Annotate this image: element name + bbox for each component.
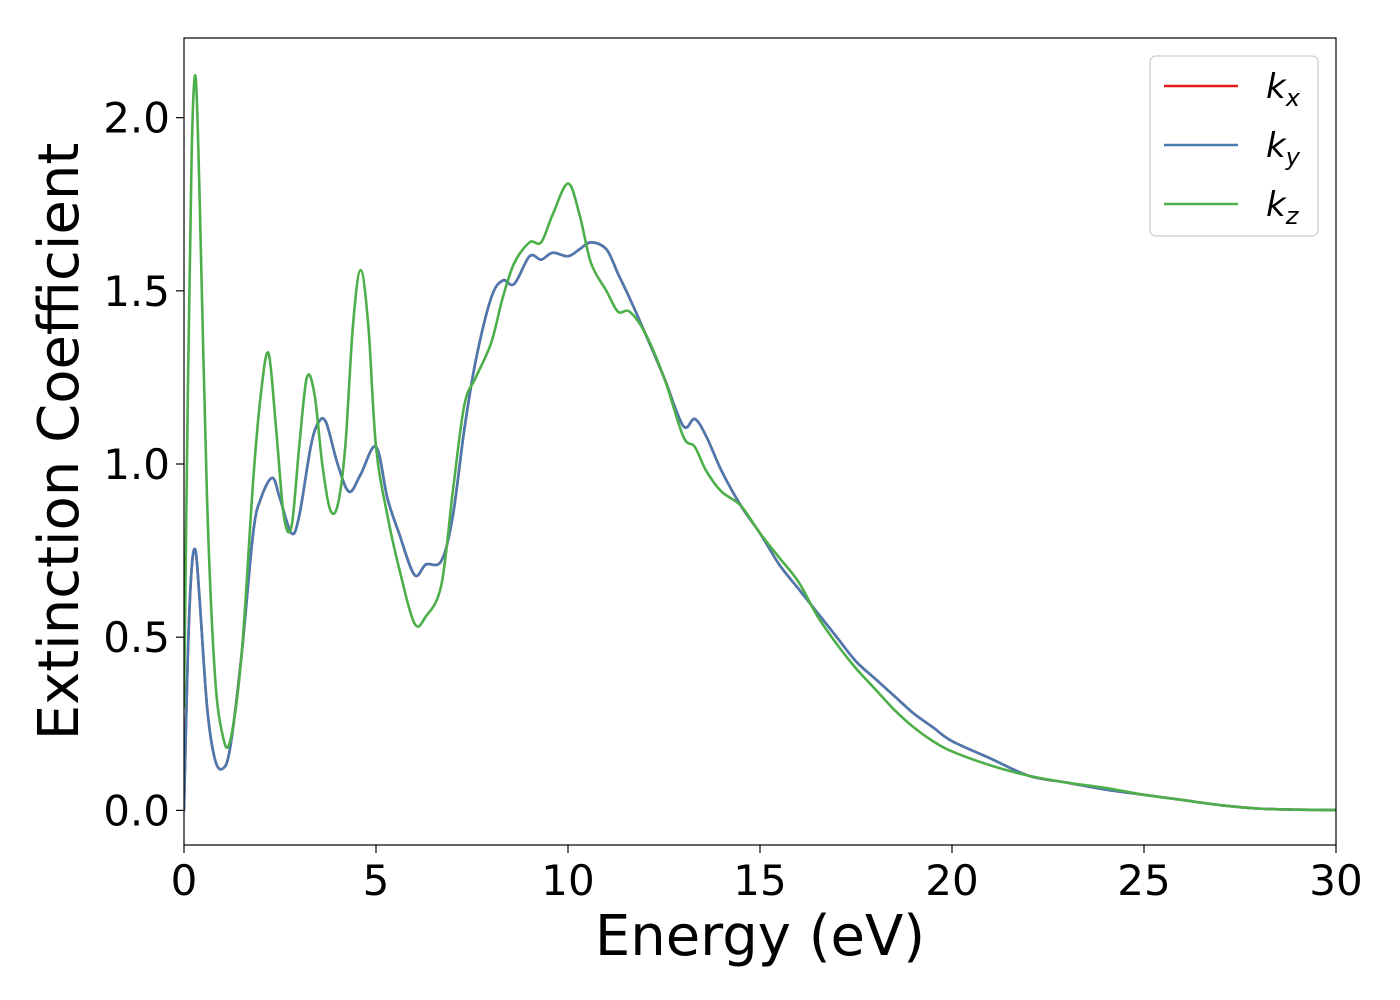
y-tick-label: 2.0 (103, 94, 170, 143)
series-layer (184, 74, 1336, 812)
x-axis-title: Energy (eV) (595, 904, 925, 969)
legend-label-y: ky (1266, 126, 1301, 171)
x-tick-label: 20 (925, 856, 978, 905)
series-line-z (184, 74, 1336, 812)
y-tick-label: 0.5 (103, 613, 170, 662)
x-tick-label: 10 (541, 856, 594, 905)
y-tick-label: 1.5 (103, 267, 170, 316)
x-tick-label: 0 (171, 856, 198, 905)
y-tick-label: 0.0 (103, 786, 170, 835)
x-tick-label: 15 (733, 856, 786, 905)
x-tick-label: 30 (1309, 856, 1362, 905)
legend: kx ky kz (1149, 55, 1319, 237)
y-tick-label: 1.0 (103, 440, 170, 489)
x-axis-ticks: 0 5 10 15 20 25 30 (171, 845, 1363, 905)
plot-area (183, 37, 1337, 846)
x-tick-label: 5 (363, 856, 390, 905)
x-tick-label: 25 (1117, 856, 1170, 905)
y-axis-title: Extinction Coefficient (27, 143, 92, 741)
legend-label-z: kz (1266, 185, 1300, 230)
y-axis-ticks: 0.0 0.5 1.0 1.5 2.0 (103, 94, 184, 835)
series-line-y (184, 241, 1336, 812)
legend-label-x: kx (1266, 67, 1301, 112)
